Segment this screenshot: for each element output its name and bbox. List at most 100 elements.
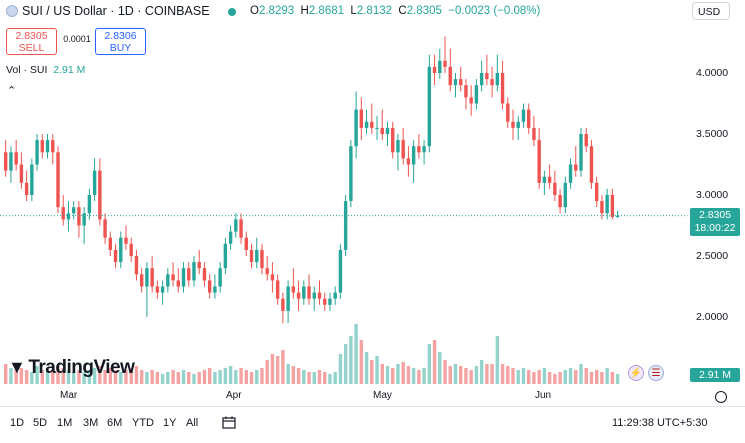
volume-bar xyxy=(56,366,60,384)
candle-body xyxy=(207,280,212,293)
candle-body xyxy=(406,158,411,165)
symbol-title[interactable]: SUI / US Dollar · 1D · COINBASE xyxy=(22,4,210,18)
volume-bar xyxy=(239,368,243,384)
volume-bar xyxy=(516,370,520,384)
candle-body xyxy=(600,201,604,214)
candle-body xyxy=(234,219,238,232)
volume-bar xyxy=(542,368,547,384)
volume-bar xyxy=(171,370,175,384)
volume-tag: 2.91 M xyxy=(690,368,740,382)
volume-bar xyxy=(176,372,180,384)
volume-bar xyxy=(375,356,379,384)
candle-body xyxy=(239,219,243,238)
currency-selector[interactable]: USD xyxy=(692,2,730,20)
low-label: L xyxy=(350,5,357,17)
candle-body xyxy=(181,268,186,287)
us-flag-icon[interactable]: ☰ xyxy=(648,365,664,381)
volume-bar xyxy=(260,368,264,384)
candle-body xyxy=(375,127,379,129)
volume-bar xyxy=(24,370,29,384)
range-ytd[interactable]: YTD xyxy=(132,417,154,429)
logo-text: TradingView xyxy=(28,357,135,378)
volume-bar xyxy=(500,364,505,384)
volume-bar xyxy=(87,370,92,384)
volume-bar xyxy=(359,340,364,384)
clock-readout[interactable]: 11:29:38 UTC+5:30 xyxy=(612,417,708,429)
volume-bar xyxy=(286,364,290,384)
volume-bar xyxy=(354,324,358,384)
candle-body xyxy=(30,164,34,195)
candle-body xyxy=(244,237,248,250)
volume-bar xyxy=(333,372,337,384)
volume-bar xyxy=(275,356,280,384)
volume-bar xyxy=(134,366,139,384)
sell-button[interactable]: 2.8305 SELL xyxy=(6,28,57,55)
candle-body xyxy=(61,207,65,220)
candle-body xyxy=(584,134,588,147)
range-6m[interactable]: 6M xyxy=(107,417,123,429)
candle-body xyxy=(92,170,97,195)
volume-bar xyxy=(35,366,39,384)
candle-body xyxy=(82,213,86,226)
volume-bar xyxy=(9,368,13,384)
candle-body xyxy=(328,298,332,305)
tradingview-logo[interactable]: ▼ TradingView xyxy=(8,357,135,378)
candle-body xyxy=(24,182,29,195)
buy-button[interactable]: 2.8306 BUY xyxy=(95,28,146,55)
volume-bar xyxy=(396,364,400,384)
price-axis-label: 2.5000 xyxy=(696,250,729,262)
volume-bar xyxy=(265,360,269,384)
volume-bar xyxy=(270,354,275,384)
candle-body xyxy=(485,73,489,80)
chevron-up-icon[interactable]: ⌃ xyxy=(7,85,17,97)
range-1m[interactable]: 1M xyxy=(57,417,73,429)
candle-body xyxy=(160,286,165,293)
candle-body xyxy=(563,182,568,208)
range-1d[interactable]: 1D xyxy=(10,417,25,429)
volume-bar xyxy=(207,368,212,384)
candle-body xyxy=(574,164,578,171)
candle-body xyxy=(532,127,536,141)
volume-bar xyxy=(51,370,55,384)
candle-body xyxy=(4,152,8,171)
candle-body xyxy=(176,280,180,287)
range-1y[interactable]: 1Y xyxy=(163,417,177,429)
candle-body xyxy=(302,286,306,299)
volume-bar xyxy=(521,368,526,384)
volume-bar xyxy=(479,360,484,384)
candle-body xyxy=(291,286,296,293)
candle-body xyxy=(275,280,280,299)
candle-body xyxy=(553,182,557,195)
volume-bar xyxy=(119,372,123,384)
candle-body xyxy=(228,231,233,244)
candle-body xyxy=(443,60,447,67)
lightning-icon[interactable]: ⚡ xyxy=(628,365,644,381)
candle-body xyxy=(605,195,609,214)
candle-body xyxy=(192,262,196,281)
range-5d[interactable]: 5D xyxy=(33,417,48,429)
volume-bar xyxy=(568,368,573,384)
candle-body xyxy=(527,109,531,128)
volume-bar xyxy=(406,366,411,384)
candle-body xyxy=(281,298,285,311)
sell-price: 2.8305 xyxy=(15,30,48,42)
settings-gear-icon[interactable] xyxy=(715,391,727,403)
candle-body xyxy=(401,140,405,159)
volume-bar xyxy=(155,372,160,384)
candle-body xyxy=(202,268,207,281)
candle-body xyxy=(459,79,463,86)
calendar-icon[interactable] xyxy=(222,416,236,429)
volume-bar xyxy=(307,372,311,384)
volume-legend[interactable]: Vol · SUI 2.91 M xyxy=(6,64,85,76)
volume-bar xyxy=(317,370,322,384)
candle-body xyxy=(474,85,479,104)
candle-body xyxy=(77,207,81,226)
candle-body xyxy=(500,73,505,104)
volume-bar xyxy=(82,372,86,384)
volume-bar xyxy=(160,374,165,384)
candle-body xyxy=(45,140,50,153)
range-all[interactable]: All xyxy=(186,417,199,429)
candle-body xyxy=(469,97,473,104)
range-3m[interactable]: 3M xyxy=(83,417,99,429)
